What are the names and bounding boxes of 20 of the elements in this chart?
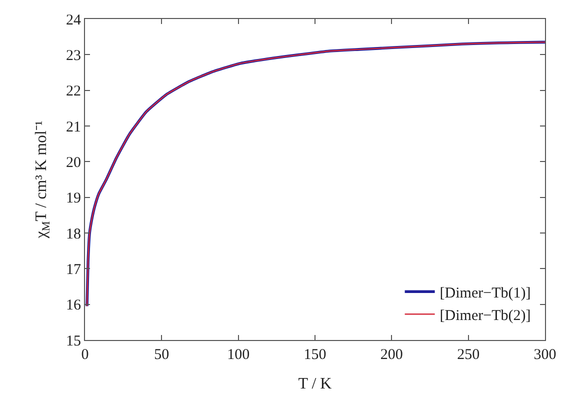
x-axis-title: T / K (298, 376, 332, 393)
y-tick-label: 17 (66, 262, 82, 278)
y-tick-label: 20 (66, 154, 81, 171)
y-tick-label: 24 (66, 12, 82, 28)
y-tick-label: 23 (66, 48, 81, 64)
x-tick-label: 150 (304, 347, 326, 363)
y-tick-label: 21 (66, 119, 81, 136)
legend-label: [Dimer−Tb(1)] (440, 285, 531, 302)
y-tick-label: 16 (66, 298, 82, 314)
legend-label: [Dimer−Tb(2)] (440, 308, 531, 324)
y-tick-label: 19 (66, 190, 81, 207)
x-tick-label: 50 (154, 347, 170, 363)
y-tick-label: 15 (66, 333, 81, 350)
x-tick-label: 300 (534, 347, 556, 363)
x-tick-label: 250 (457, 347, 480, 363)
x-tick-label: 0 (81, 347, 89, 363)
x-tick-label: 100 (227, 347, 250, 363)
x-tick-label: 200 (380, 347, 403, 363)
y-tick-label: 18 (66, 226, 81, 242)
y-tick-label: 22 (66, 84, 81, 100)
